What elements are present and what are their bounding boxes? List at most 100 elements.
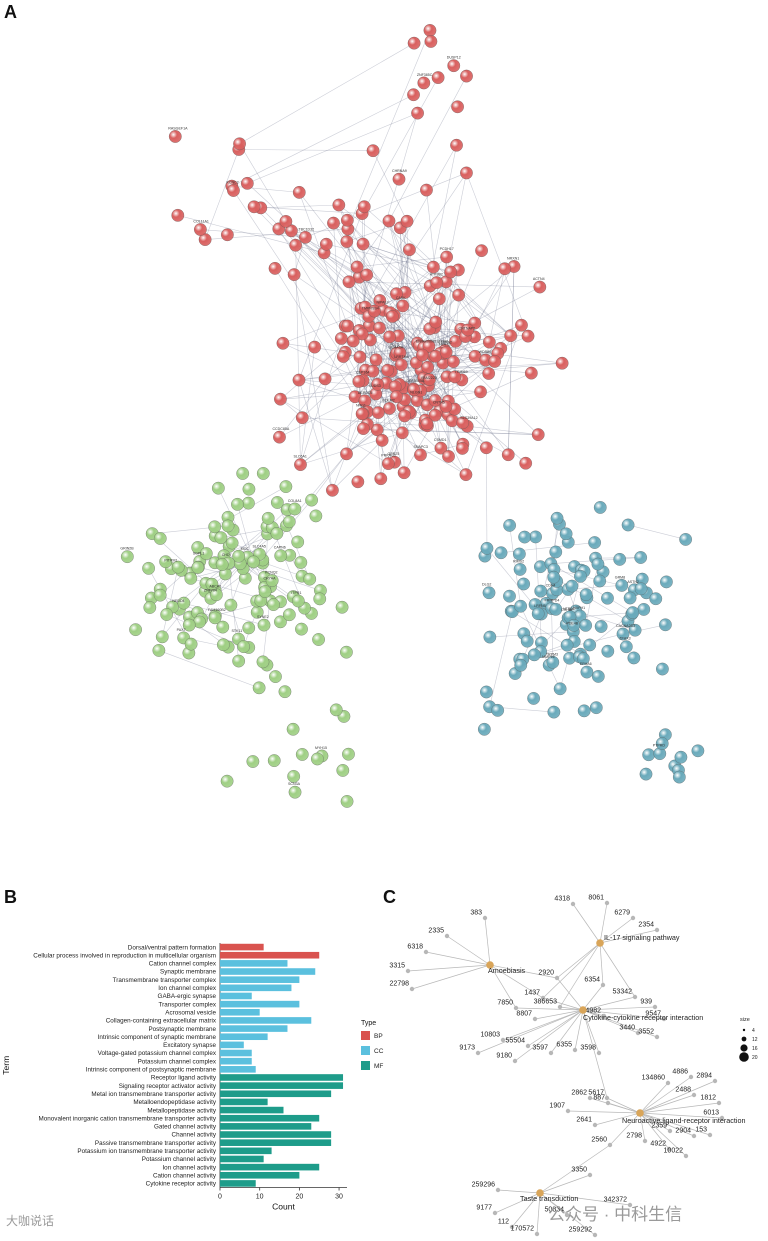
network-edge bbox=[467, 425, 539, 435]
gene-label: 2920 bbox=[538, 970, 554, 977]
network-node-cc bbox=[286, 722, 300, 736]
network-node-bp bbox=[279, 215, 293, 228]
network-node-label: PCLO bbox=[390, 343, 400, 347]
gene-label: 9547 bbox=[645, 1011, 661, 1018]
network-edge bbox=[278, 228, 390, 409]
bar bbox=[220, 1098, 268, 1106]
pathway-edge bbox=[550, 1009, 584, 1054]
pathway-edge bbox=[582, 1009, 608, 1099]
gene-node bbox=[601, 1013, 607, 1019]
network-node-bp bbox=[357, 422, 370, 435]
gene-label: 3598 bbox=[580, 1045, 596, 1052]
gene-node bbox=[707, 1132, 713, 1138]
network-edge bbox=[367, 312, 391, 425]
network-node-label: NRXN1 bbox=[507, 256, 519, 260]
bar bbox=[220, 968, 316, 975]
network-node-mf bbox=[619, 640, 633, 654]
bar bbox=[220, 1131, 332, 1138]
network-edge bbox=[323, 252, 436, 323]
pathway-edge bbox=[639, 1112, 670, 1150]
pathway-edge bbox=[607, 1102, 641, 1114]
size-legend-label: 16 bbox=[752, 1046, 758, 1052]
network-edge bbox=[239, 143, 287, 222]
gene-label: 10803 bbox=[481, 1032, 501, 1039]
network-node-cc bbox=[191, 561, 205, 574]
network-node-bp bbox=[390, 287, 403, 301]
network-node-label: DLG2 bbox=[482, 583, 491, 587]
gene-label: 170572 bbox=[511, 1226, 534, 1233]
category-label: Ion channel complex bbox=[158, 985, 217, 992]
gene-label: 887 bbox=[593, 1095, 605, 1102]
network-node-mf bbox=[615, 579, 629, 592]
network-node-mf bbox=[626, 606, 640, 619]
network-node-cc bbox=[220, 774, 234, 788]
network-node-cc bbox=[153, 532, 167, 545]
x-tick-label: 0 bbox=[218, 1194, 222, 1201]
network-node-mf bbox=[546, 655, 560, 669]
network-edge bbox=[231, 94, 414, 187]
network-edge bbox=[291, 230, 418, 344]
network-node-mf bbox=[494, 546, 508, 560]
gene-node bbox=[665, 1080, 671, 1086]
gene-node bbox=[607, 1142, 613, 1148]
network-node-mf bbox=[589, 701, 603, 715]
gene-node bbox=[409, 986, 415, 992]
network-edge bbox=[332, 440, 383, 491]
network-node-mf bbox=[480, 685, 493, 699]
gene-node bbox=[570, 901, 576, 907]
network-edge bbox=[628, 524, 686, 540]
gene-node bbox=[654, 1034, 660, 1040]
network-node-cc bbox=[340, 645, 353, 659]
legend-label: BP bbox=[374, 1033, 383, 1040]
category-label: Receptor ligand activity bbox=[151, 1075, 217, 1082]
network-node-mf bbox=[628, 623, 642, 637]
network-node-label: GRM8 bbox=[615, 575, 625, 579]
network-node-label: EPHA6 bbox=[580, 662, 592, 666]
size-legend-title: size bbox=[740, 1017, 750, 1023]
network-node-label: SLC39A12 bbox=[460, 416, 477, 420]
network-node-bp bbox=[336, 350, 350, 363]
gene-label: 2359 bbox=[651, 1123, 667, 1130]
gene-node bbox=[604, 900, 610, 906]
network-node-label: KCNQ2 bbox=[265, 571, 277, 575]
network-node-bp bbox=[434, 441, 448, 455]
network-node-bp bbox=[171, 208, 185, 222]
network-node-cc bbox=[291, 535, 305, 549]
gene-node bbox=[572, 1047, 578, 1053]
network-node-bp bbox=[447, 59, 461, 73]
pathway-edge bbox=[599, 902, 608, 944]
network-node-mf bbox=[547, 705, 561, 719]
network-node-label: EDEM2 bbox=[382, 398, 394, 402]
network-node-mf bbox=[560, 638, 574, 652]
gene-node bbox=[475, 1050, 481, 1056]
network-node-label: ENSG00000173366 bbox=[416, 339, 448, 343]
network-node-bp bbox=[411, 106, 424, 120]
network-node-mf bbox=[514, 658, 528, 672]
network-node-label: CAPN6 bbox=[274, 546, 286, 550]
network-node-bp bbox=[398, 409, 411, 423]
network-edge bbox=[372, 150, 408, 222]
network-node-bp bbox=[417, 76, 431, 90]
network-node-mf bbox=[691, 744, 705, 758]
x-axis-title: Count bbox=[272, 1202, 295, 1212]
category-label: Cytokine receptor activity bbox=[146, 1181, 217, 1188]
network-node-label: RASGEF1A bbox=[168, 126, 188, 130]
network-node-cc bbox=[129, 623, 142, 636]
network-node-bp bbox=[400, 214, 414, 228]
network-edge bbox=[300, 413, 363, 465]
gene-label: 2798 bbox=[626, 1133, 642, 1140]
gene-label: 6354 bbox=[584, 977, 600, 984]
pathway-edge bbox=[599, 942, 636, 998]
category-label: Excitatory synapse bbox=[163, 1042, 216, 1049]
network-node-bp bbox=[429, 315, 443, 329]
pathway-edge bbox=[639, 1112, 711, 1136]
category-label: Acrosomal vesicle bbox=[165, 1009, 216, 1016]
network-node-cc bbox=[282, 608, 296, 622]
network-edge bbox=[399, 227, 411, 414]
network-node-bp bbox=[442, 450, 455, 463]
network-edge bbox=[507, 266, 515, 455]
bar bbox=[220, 960, 288, 967]
bar bbox=[220, 1033, 268, 1041]
network-node-cc bbox=[217, 638, 230, 652]
network-node-bp bbox=[414, 448, 427, 462]
